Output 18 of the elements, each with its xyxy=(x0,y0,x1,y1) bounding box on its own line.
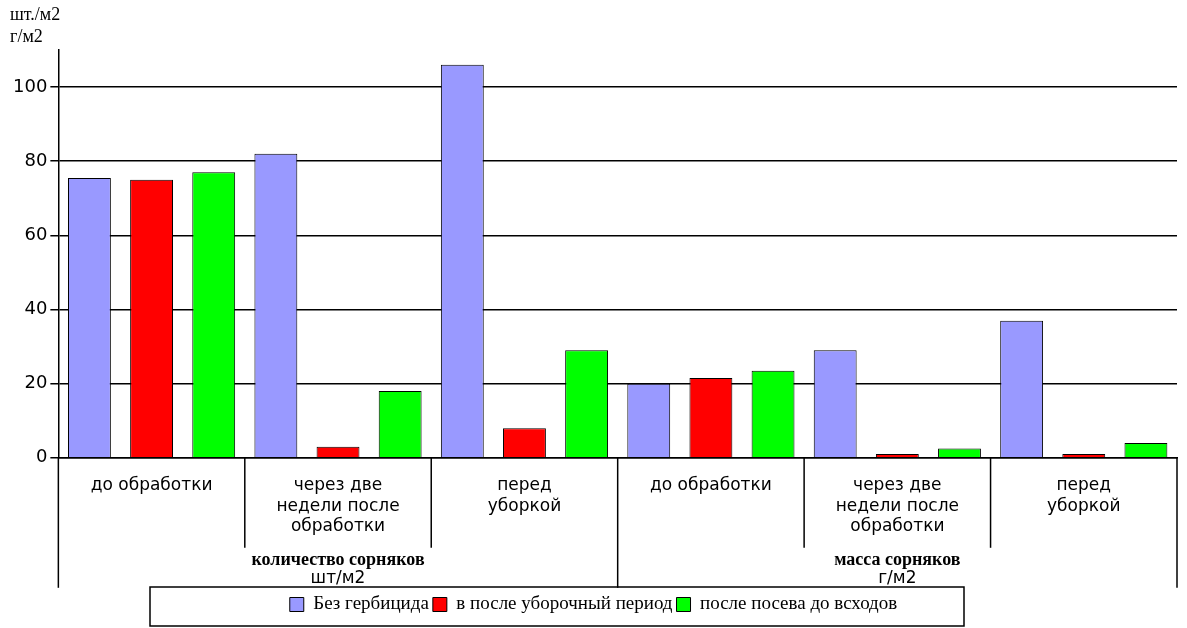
y-tick-label: 0 xyxy=(35,445,48,467)
x-tick-label: через две недели после обработки xyxy=(276,474,400,536)
y-tick-label: 40 xyxy=(24,297,48,319)
x-tick-label: через две недели после обработки xyxy=(835,474,959,536)
x-tick-label: до обработки xyxy=(650,474,772,495)
x-tick-label: перед уборкой xyxy=(1047,474,1121,515)
y-axis-title: шт./м2 г/м2 xyxy=(10,3,61,46)
text: количество сорняков шт/м2 xyxy=(251,549,425,587)
legend-label: Без гербицида xyxy=(313,592,430,614)
text: масса сорняков г/м2 xyxy=(834,549,961,587)
y-tick-label: 100 xyxy=(13,74,48,96)
legend-label: в после уборочный период xyxy=(456,592,673,614)
y-tick-label: 20 xyxy=(24,371,48,393)
y-tick-label: 60 xyxy=(24,223,48,245)
y-tick-label: 80 xyxy=(24,148,48,170)
x-tick-label: до обработки xyxy=(90,474,213,495)
legend-label: после посева до всходов xyxy=(700,592,898,614)
x-tick-label: перед уборкой xyxy=(487,474,562,515)
